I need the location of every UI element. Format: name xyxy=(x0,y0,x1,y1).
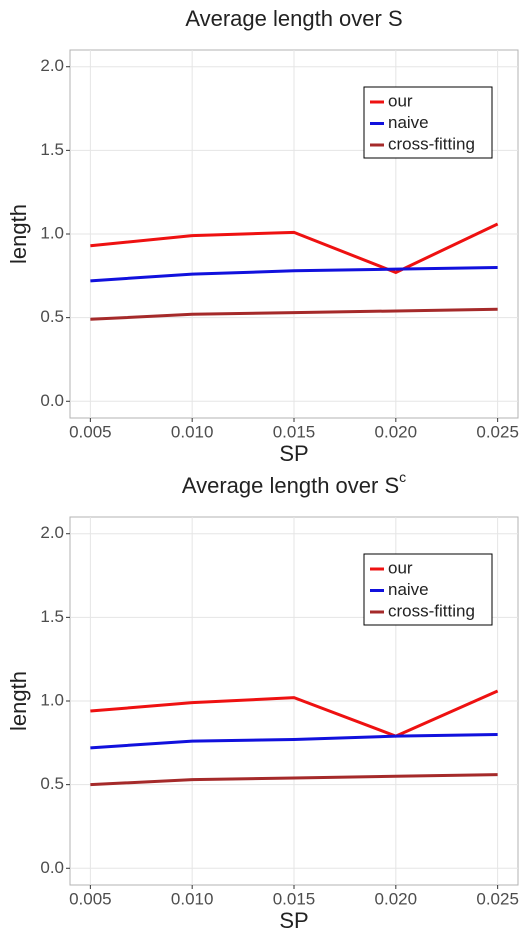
chart-title: Average length over S xyxy=(185,6,402,31)
y-tick-label: 0.0 xyxy=(40,858,64,877)
x-tick-label: 0.025 xyxy=(476,422,519,441)
y-tick-label: 0.5 xyxy=(40,307,64,326)
x-tick-label: 0.015 xyxy=(273,422,316,441)
chart-title-text: Average length over S xyxy=(185,6,402,31)
x-tick-label: 0.005 xyxy=(69,889,112,908)
y-tick-label: 1.5 xyxy=(40,607,64,626)
y-tick-label: 1.5 xyxy=(40,140,64,159)
x-tick-label: 0.010 xyxy=(171,889,214,908)
y-tick-label: 1.0 xyxy=(40,690,64,709)
y-tick-label: 1.0 xyxy=(40,223,64,242)
x-axis-title: SP xyxy=(279,441,308,466)
chart-title-superscript: c xyxy=(399,469,406,485)
legend-label: cross-fitting xyxy=(388,601,475,620)
chart-title: Average length over Sc xyxy=(182,469,406,498)
x-tick-label: 0.015 xyxy=(273,889,316,908)
x-tick-label: 0.025 xyxy=(476,889,519,908)
x-tick-label: 0.005 xyxy=(69,422,112,441)
legend-label: our xyxy=(388,558,413,577)
legend-label: our xyxy=(388,91,413,110)
y-tick-label: 0.5 xyxy=(40,774,64,793)
y-axis-title: length xyxy=(6,671,31,731)
x-tick-label: 0.010 xyxy=(171,422,214,441)
y-tick-label: 2.0 xyxy=(40,56,64,75)
y-tick-label: 0.0 xyxy=(40,391,64,410)
x-tick-label: 0.020 xyxy=(375,422,418,441)
y-tick-label: 2.0 xyxy=(40,523,64,542)
legend-label: naive xyxy=(388,113,429,132)
chart: 0.0 0.5 1.0 1.5 2.0 0.005 0.010 0.015 0.020 0.025… xyxy=(0,0,523,931)
x-tick-label: 0.020 xyxy=(375,889,418,908)
y-axis-title: length xyxy=(6,204,31,264)
legend-label: cross-fitting xyxy=(388,134,475,153)
chart-title-text: Average length over S xyxy=(182,473,399,498)
page: {"chart_data": [ {"type": "line", "title… xyxy=(0,0,523,931)
legend-label: naive xyxy=(388,580,429,599)
x-axis-title: SP xyxy=(279,908,308,931)
